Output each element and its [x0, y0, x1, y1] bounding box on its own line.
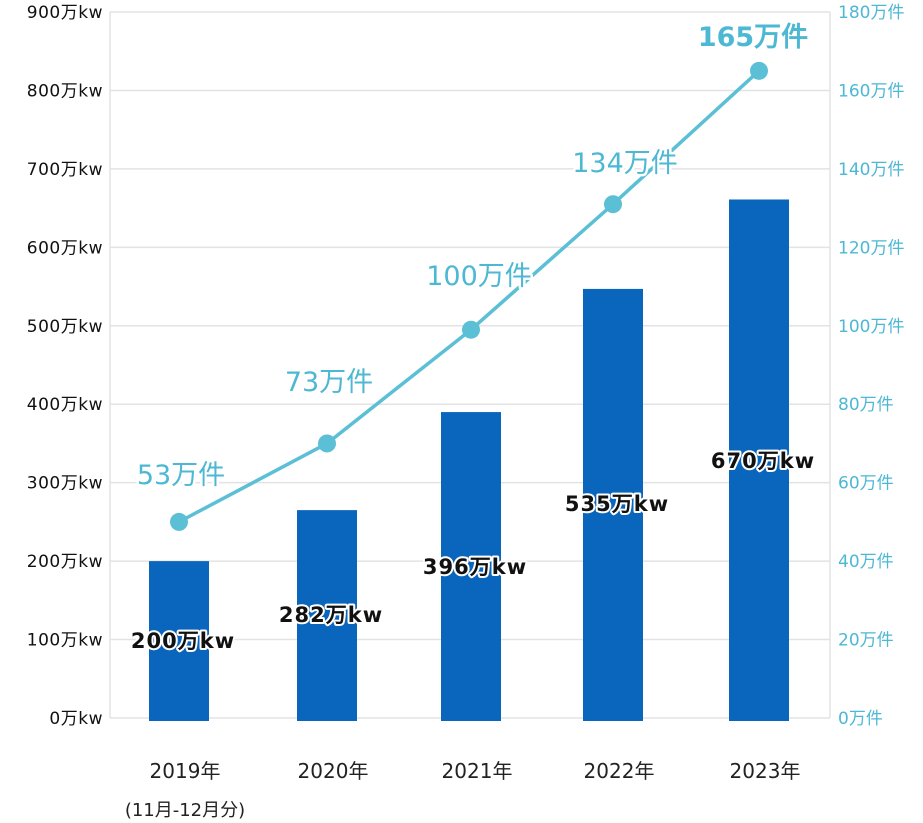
y-left-tick-label: 100万kw	[27, 631, 103, 651]
bar	[441, 412, 501, 721]
y-right-tick-label: 20万件	[838, 631, 894, 651]
y-left-tick-label: 500万kw	[27, 317, 103, 337]
bar-data-label: 396万kw	[423, 555, 527, 579]
x-tick-label: 2020年	[298, 759, 369, 783]
x-tick-label: 2019年	[150, 759, 221, 783]
bar	[583, 288, 643, 721]
line-data-label: 134万件	[572, 148, 678, 179]
line-point	[604, 195, 622, 214]
y-right-tick-label: 60万件	[838, 474, 894, 494]
x-tick-sublabel: (11月-12月分)	[125, 800, 245, 821]
line-series	[170, 61, 768, 531]
bar	[729, 199, 789, 721]
y-left-tick-label: 600万kw	[27, 238, 103, 258]
y-right-tick-label: 80万件	[838, 395, 894, 415]
y-right-tick-label: 0万件	[838, 709, 883, 729]
line-data-label: 73万件	[285, 367, 373, 398]
y-left-tick-label: 0万kw	[49, 709, 103, 729]
x-tick-label: 2023年	[730, 759, 801, 783]
y-right-tick-label: 180万件	[838, 3, 904, 23]
line-data-label: 100万件	[426, 261, 532, 292]
bar-data-labels: 200万kw 282万kw 396万kw 535万kw 670万kw	[129, 447, 816, 655]
x-tick-label: 2022年	[584, 759, 655, 783]
line-data-labels: 53万件 73万件 100万件 134万件 165万件	[134, 20, 810, 494]
bar-data-label: 670万kw	[711, 449, 815, 473]
y-left-tick-label: 900万kw	[27, 3, 103, 23]
x-tick-label: 2021年	[442, 759, 513, 783]
bar-data-label: 200万kw	[131, 629, 235, 653]
line-point	[750, 61, 768, 80]
y-right-tick-label: 120万件	[838, 238, 904, 258]
line-point	[462, 320, 480, 339]
bar-data-label: 282万kw	[279, 603, 383, 627]
bar-data-label: 535万kw	[565, 492, 669, 516]
y-left-tick-label: 400万kw	[27, 395, 103, 415]
line-point	[318, 434, 336, 453]
line-point	[170, 512, 188, 531]
y-right-tick-label: 140万件	[838, 160, 904, 180]
bar	[149, 561, 209, 721]
bar	[297, 510, 357, 721]
y-left-tick-label: 700万kw	[27, 160, 103, 180]
y-axis-right: 0万件 20万件 40万件 60万件 80万件 100万件 120万件 140万件 160万件 1…	[838, 3, 904, 729]
line-data-label: 53万件	[137, 460, 225, 491]
y-left-tick-label: 200万kw	[27, 552, 103, 572]
y-right-tick-label: 160万件	[838, 81, 904, 101]
line-data-label: 165万件	[698, 22, 808, 53]
y-axis-left: 0万kw 100万kw 200万kw 300万kw 400万kw 500万kw 600万kw…	[27, 3, 103, 729]
y-left-tick-label: 300万kw	[27, 474, 103, 494]
x-axis: 2019年 (11月-12月分) 2020年 2021年 2022年 2023年	[125, 759, 801, 821]
y-left-tick-label: 800万kw	[27, 81, 103, 101]
y-right-tick-label: 100万件	[838, 317, 904, 337]
bar-series	[149, 199, 789, 721]
y-right-tick-label: 40万件	[838, 552, 894, 572]
